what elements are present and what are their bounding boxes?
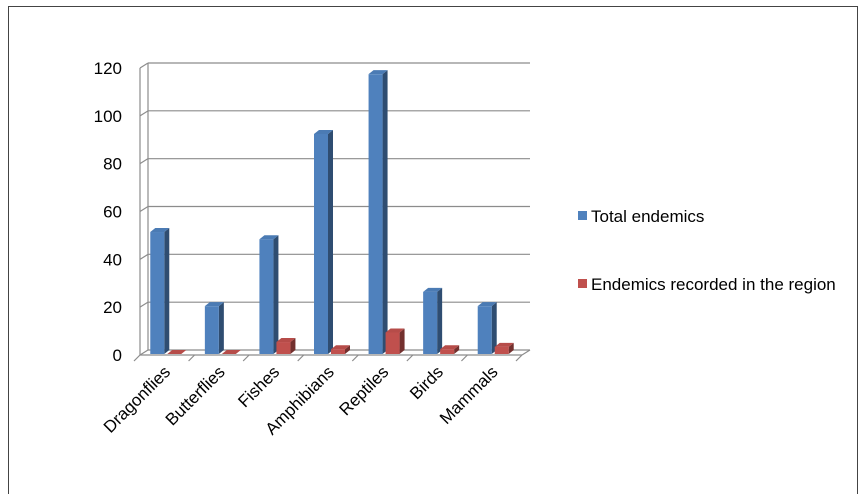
y-tick-120: 120 — [94, 59, 122, 78]
bar-endemics-recorded-in-the-region-butterflies — [222, 350, 241, 354]
x-tick-mark-0 — [134, 355, 140, 361]
legend-label-total-endemics: Total endemics — [591, 206, 841, 227]
bar-endemics-recorded-in-the-region-fishes — [276, 338, 295, 354]
bar-endemics-recorded-in-the-region-reptiles — [386, 328, 405, 354]
x-tick-fishes: Fishes — [234, 362, 283, 411]
x-tick-butterflies: Butterflies — [162, 362, 229, 429]
y-tick-60: 60 — [103, 203, 122, 222]
x-tick-mark-1 — [189, 355, 195, 361]
y-tick-40: 40 — [103, 250, 122, 269]
x-tick-mark-5 — [407, 355, 413, 361]
x-tick-mark-3 — [298, 355, 304, 361]
legend-swatch-total-endemics — [578, 211, 587, 220]
floor-right-edge — [522, 350, 530, 355]
gridline-side-20 — [140, 302, 148, 307]
gridline-side-100 — [140, 111, 148, 116]
x-tick-mark-6 — [461, 355, 467, 361]
bar-endemics-recorded-in-the-region-birds — [440, 345, 459, 354]
gridline-side-120 — [140, 63, 148, 68]
gridline-side-40 — [140, 254, 148, 259]
x-tick-birds: Birds — [406, 362, 447, 403]
bar-total-endemics-mammals — [478, 302, 497, 354]
bar-total-endemics-birds — [423, 288, 442, 354]
x-tick-dragonflies: Dragonflies — [100, 362, 174, 436]
gridline-side-60 — [140, 207, 148, 212]
bar-endemics-recorded-in-the-region-amphibians — [331, 345, 350, 354]
x-tick-mammals: Mammals — [436, 362, 502, 428]
bar-endemics-recorded-in-the-region-dragonflies — [167, 350, 186, 354]
bar-endemics-recorded-in-the-region-mammals — [495, 343, 514, 354]
legend-swatch-region-endemics — [578, 279, 587, 288]
y-tick-80: 80 — [103, 155, 122, 174]
x-tick-reptiles: Reptiles — [336, 362, 393, 419]
bar-total-endemics-dragonflies — [150, 228, 169, 354]
bar-total-endemics-amphibians — [314, 130, 333, 354]
legend-label-region-endemics: Endemics recorded in the region — [591, 274, 841, 295]
bar-total-endemics-fishes — [259, 235, 278, 354]
x-tick-mark-7 — [516, 355, 522, 361]
y-tick-0: 0 — [113, 346, 122, 365]
y-tick-20: 20 — [103, 298, 122, 317]
gridline-side-0 — [140, 350, 148, 355]
bar-total-endemics-reptiles — [369, 70, 388, 354]
y-tick-100: 100 — [94, 107, 122, 126]
x-tick-mark-2 — [243, 355, 249, 361]
gridline-side-80 — [140, 159, 148, 164]
x-tick-mark-4 — [352, 355, 358, 361]
bar-total-endemics-butterflies — [205, 302, 224, 354]
